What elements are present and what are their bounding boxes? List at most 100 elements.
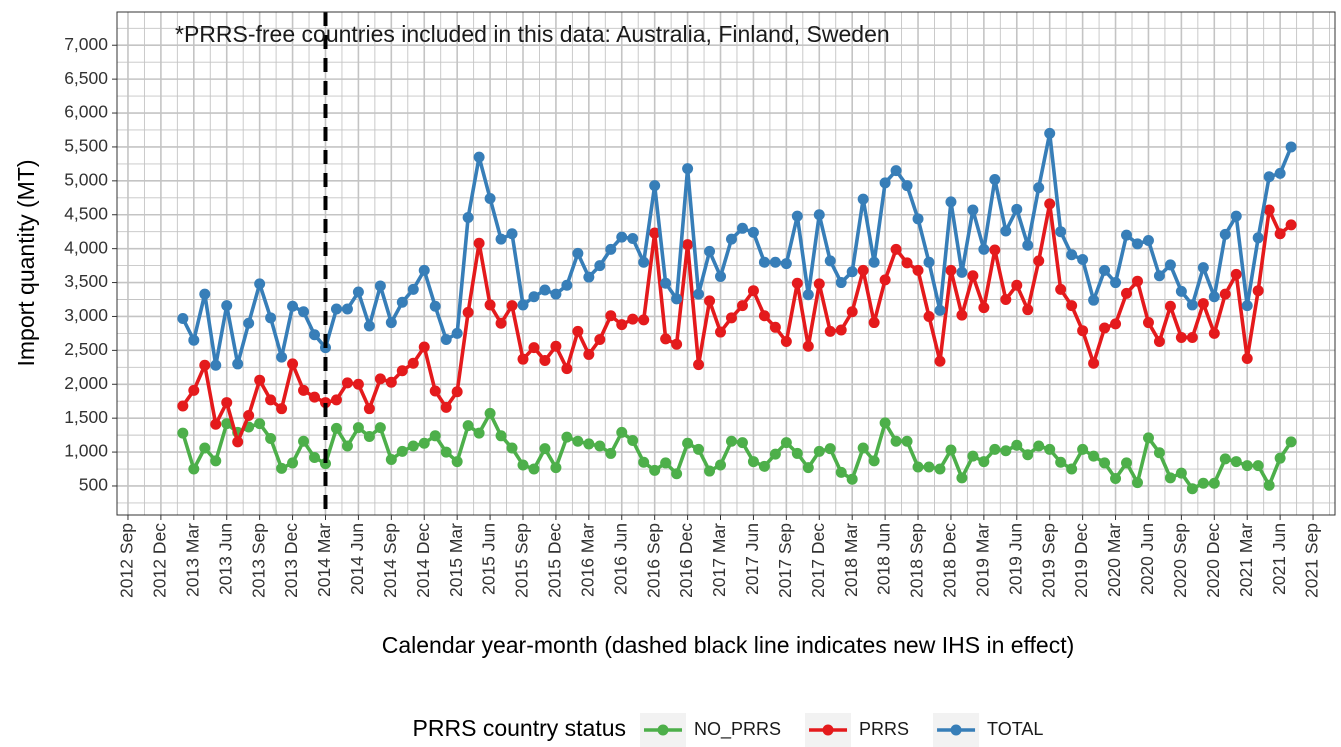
data-point [693,443,705,455]
data-point [813,445,825,457]
data-point [627,232,639,244]
data-point [177,427,189,439]
data-point [177,400,189,412]
data-point [232,436,244,448]
data-point [1263,204,1275,216]
data-point [978,456,990,468]
data-point [1011,203,1023,215]
data-point [736,437,748,449]
data-point [374,373,386,385]
data-point [1285,436,1297,448]
data-point [506,228,518,240]
data-point [791,447,803,459]
data-point [319,458,331,470]
data-point [287,457,299,469]
x-tick-label: 2013 Jun [215,523,235,595]
data-point [407,283,419,295]
x-tick-label: 2021 Mar [1236,523,1256,597]
data-point [1230,268,1242,280]
data-point [912,213,924,225]
data-point [539,443,551,455]
data-point [265,394,277,406]
data-point [945,196,957,208]
data-point [210,455,222,467]
data-point [835,277,847,289]
data-point [967,450,979,462]
data-point [1033,440,1045,452]
data-point [363,430,375,442]
data-point [374,422,386,434]
data-point [1066,300,1078,312]
x-tick-label: 2017 Dec [808,523,828,598]
y-tick-label: 2,500 [64,339,108,359]
data-point [583,438,595,450]
data-point [1022,239,1034,251]
data-point [495,233,507,245]
x-tick-label: 2016 Sep [643,523,663,598]
data-point [385,454,397,466]
y-tick-label: 3,000 [64,305,108,325]
data-point [276,462,288,474]
data-point [1252,232,1264,244]
data-point [396,296,408,308]
data-point [660,333,672,345]
data-point [693,288,705,300]
data-point [1088,294,1100,306]
data-point [736,300,748,312]
data-point [846,306,858,318]
data-point [846,266,858,278]
x-tick-label: 2020 Mar [1104,523,1124,597]
data-point [1230,456,1242,468]
data-point [989,443,1001,455]
data-point [780,258,792,270]
data-point [385,376,397,388]
annotation: *PRRS-free countries included in this da… [175,21,890,47]
legend-swatch [950,724,962,736]
data-point [671,293,683,305]
y-tick-label: 1,500 [64,407,108,427]
data-point [506,442,518,454]
data-point [1142,432,1154,444]
data-point [265,433,277,445]
data-point [901,435,913,447]
y-tick-label: 4,000 [64,237,108,257]
y-tick-label: 1,000 [64,441,108,461]
data-point [1110,318,1122,330]
data-point [352,378,364,390]
data-point [1131,275,1143,287]
data-point [857,442,869,454]
data-point [1142,235,1154,247]
data-point [188,334,200,346]
data-point [221,397,233,409]
data-point [605,447,617,459]
data-point [890,165,902,177]
legend: PRRS country status NO_PRRS PRRS TOTAL [413,713,1043,747]
y-tick-label: 5,000 [64,169,108,189]
data-point [989,244,1001,256]
x-tick-label: 2021 Sep [1302,523,1322,598]
data-point [221,418,233,430]
data-point [550,340,562,352]
data-point [660,277,672,289]
x-tick-label: 2015 Mar [446,523,466,597]
data-point [649,180,661,192]
data-point [1077,325,1089,337]
data-point [791,210,803,222]
data-point [298,384,310,396]
data-point [1131,477,1143,489]
data-point [1230,210,1242,222]
data-point [1044,127,1056,139]
y-tick-label: 500 [79,475,108,495]
y-tick-label: 3,500 [64,271,108,291]
data-point [1175,331,1187,343]
data-point [967,270,979,282]
data-point [451,386,463,398]
data-point [1241,300,1253,312]
data-point [429,385,441,397]
data-point [725,233,737,245]
data-point [473,427,485,439]
data-point [254,418,266,430]
data-point [418,341,430,353]
data-point [682,239,694,251]
x-tick-label: 2016 Dec [676,523,696,598]
